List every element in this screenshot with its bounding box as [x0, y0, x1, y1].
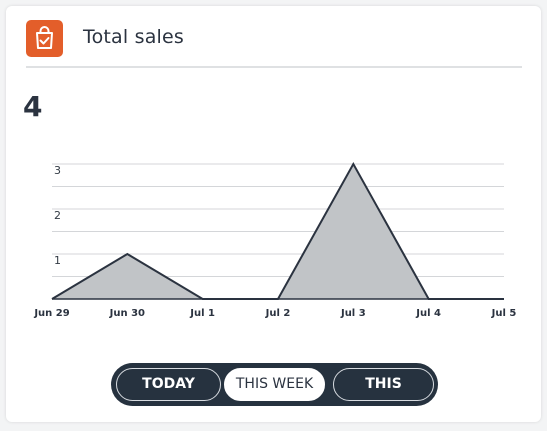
x-tick-label: Jun 30	[109, 308, 145, 319]
x-tick-label: Jul 2	[265, 308, 291, 319]
x-tick-label: Jul 5	[491, 308, 517, 319]
x-tick-label: Jul 1	[189, 308, 215, 319]
y-tick-label: 1	[54, 254, 61, 267]
x-tick-label: Jun 29	[33, 308, 69, 319]
x-tick-label: Jul 4	[415, 308, 441, 319]
y-tick-label: 2	[54, 209, 61, 222]
x-tick-label: Jul 3	[340, 308, 366, 319]
sales-area-chart: 1 2 3 Jun 29 Jun 30 Jul 1 Jul 2 Jul 3 Jul 4 Jul 5	[6, 6, 541, 336]
range-option-this-month[interactable]: THIS MONTH	[333, 368, 434, 401]
range-option-this-week[interactable]: THIS WEEK	[224, 368, 325, 401]
range-selector: TODAY THIS WEEK THIS MONTH	[111, 363, 438, 406]
range-option-today[interactable]: TODAY	[116, 368, 221, 401]
y-tick-label: 3	[54, 164, 61, 177]
